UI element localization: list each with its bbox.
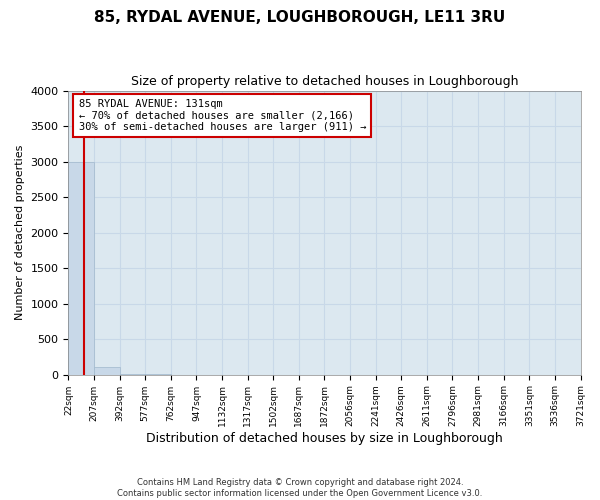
X-axis label: Distribution of detached houses by size in Loughborough: Distribution of detached houses by size … [146,432,503,445]
Text: 85, RYDAL AVENUE, LOUGHBOROUGH, LE11 3RU: 85, RYDAL AVENUE, LOUGHBOROUGH, LE11 3RU [94,10,506,25]
Text: Contains HM Land Registry data © Crown copyright and database right 2024.
Contai: Contains HM Land Registry data © Crown c… [118,478,482,498]
Bar [68,162,94,374]
Bar [94,367,119,374]
Text: 85 RYDAL AVENUE: 131sqm
← 70% of detached houses are smaller (2,166)
30% of semi: 85 RYDAL AVENUE: 131sqm ← 70% of detache… [79,99,366,132]
Y-axis label: Number of detached properties: Number of detached properties [15,145,25,320]
Title: Size of property relative to detached houses in Loughborough: Size of property relative to detached ho… [131,75,518,88]
